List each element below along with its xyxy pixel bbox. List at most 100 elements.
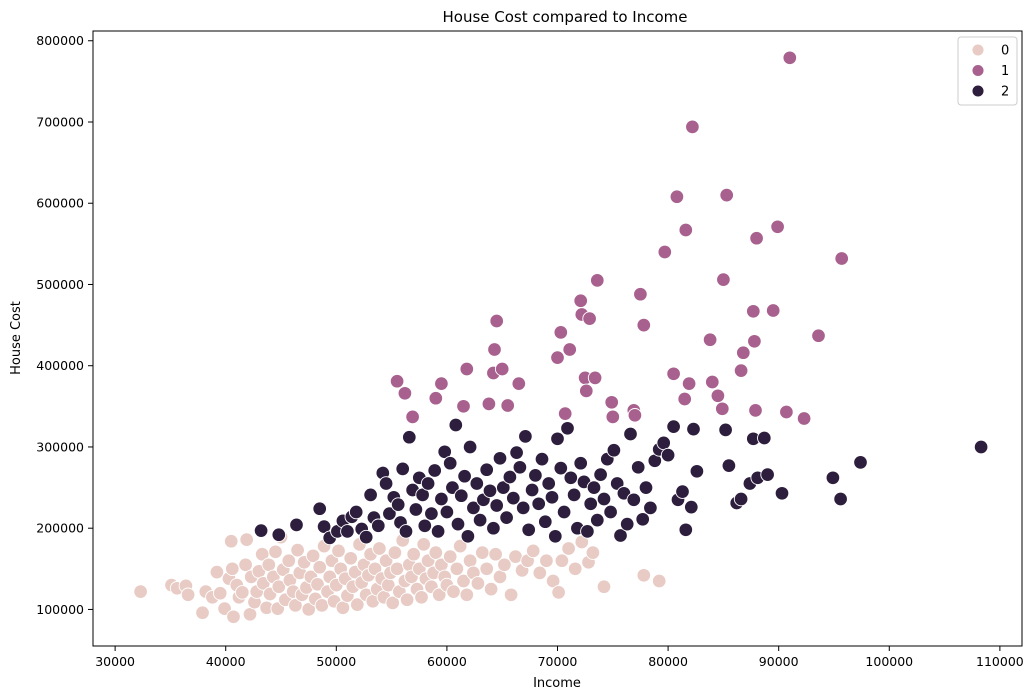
data-point-series-2 bbox=[757, 430, 772, 446]
data-point-series-2 bbox=[462, 439, 478, 455]
data-point-series-2 bbox=[417, 518, 433, 534]
data-point-series-2 bbox=[454, 488, 469, 503]
data-point-series-2 bbox=[593, 467, 608, 482]
data-point-series-2 bbox=[833, 491, 848, 507]
data-point-series-1 bbox=[487, 342, 502, 357]
data-point-series-2 bbox=[580, 524, 595, 539]
data-point-series-2 bbox=[544, 490, 560, 505]
data-point-series-1 bbox=[736, 345, 751, 360]
data-point-series-0 bbox=[503, 587, 519, 603]
data-point-series-1 bbox=[678, 222, 694, 238]
data-point-series-2 bbox=[583, 496, 598, 512]
data-point-series-1 bbox=[481, 396, 497, 412]
data-point-series-0 bbox=[290, 542, 305, 558]
data-point-series-2 bbox=[430, 524, 446, 539]
data-point-series-0 bbox=[133, 584, 148, 599]
data-point-series-0 bbox=[596, 579, 612, 594]
data-point-series-2 bbox=[678, 522, 694, 538]
data-point-series-2 bbox=[689, 464, 705, 479]
data-point-series-0 bbox=[442, 549, 458, 564]
data-point-series-1 bbox=[553, 325, 569, 340]
data-point-series-0 bbox=[312, 559, 327, 575]
data-point-series-2 bbox=[518, 429, 533, 444]
legend-label-0: 0 bbox=[1001, 44, 1009, 59]
data-point-series-1 bbox=[428, 390, 444, 406]
data-point-series-2 bbox=[450, 516, 466, 532]
data-point-series-2 bbox=[448, 417, 464, 433]
data-point-series-1 bbox=[834, 251, 849, 266]
data-point-series-0 bbox=[212, 585, 228, 601]
data-point-series-2 bbox=[528, 468, 543, 483]
data-point-series-0 bbox=[459, 587, 475, 603]
data-point-series-0 bbox=[209, 564, 225, 580]
data-point-series-2 bbox=[395, 461, 410, 477]
data-point-series-2 bbox=[556, 504, 572, 520]
data-point-series-0 bbox=[585, 545, 601, 560]
data-point-series-2 bbox=[348, 504, 364, 520]
data-point-series-2 bbox=[492, 451, 508, 466]
data-point-series-2 bbox=[853, 455, 868, 470]
data-point-series-1 bbox=[405, 409, 420, 425]
data-point-series-0 bbox=[539, 553, 554, 568]
data-point-series-1 bbox=[562, 342, 577, 357]
data-point-series-0 bbox=[350, 597, 365, 612]
data-point-series-0 bbox=[551, 585, 566, 600]
data-point-series-2 bbox=[613, 528, 628, 543]
y-tick-label: 600000 bbox=[36, 196, 84, 211]
x-axis-title: Income bbox=[533, 676, 581, 691]
data-point-series-0 bbox=[492, 569, 508, 585]
data-point-series-0 bbox=[567, 561, 583, 577]
data-point-series-1 bbox=[500, 398, 515, 413]
y-tick-label: 500000 bbox=[36, 277, 84, 292]
data-point-series-2 bbox=[271, 527, 287, 542]
data-point-series-1 bbox=[459, 361, 475, 377]
data-point-series-0 bbox=[314, 598, 330, 613]
data-point-series-0 bbox=[532, 565, 548, 581]
data-point-series-1 bbox=[747, 334, 762, 349]
data-point-series-2 bbox=[434, 491, 449, 507]
data-point-series-1 bbox=[636, 317, 652, 333]
data-point-series-0 bbox=[288, 598, 303, 613]
data-point-series-0 bbox=[238, 557, 253, 573]
data-point-series-0 bbox=[301, 602, 316, 617]
data-point-series-2 bbox=[496, 480, 511, 495]
data-point-series-2 bbox=[563, 470, 579, 486]
data-point-series-2 bbox=[509, 445, 524, 460]
y-tick-label: 100000 bbox=[36, 602, 84, 617]
data-point-series-2 bbox=[402, 429, 417, 445]
x-tick-label: 80000 bbox=[648, 654, 688, 669]
data-point-series-1 bbox=[573, 293, 588, 308]
data-point-series-0 bbox=[372, 541, 387, 556]
data-point-series-0 bbox=[271, 579, 287, 594]
data-point-series-2 bbox=[515, 500, 531, 516]
data-point-series-0 bbox=[195, 605, 210, 620]
data-point-series-2 bbox=[675, 484, 690, 499]
data-point-series-2 bbox=[427, 463, 442, 478]
data-point-series-0 bbox=[406, 546, 421, 562]
data-point-series-2 bbox=[482, 483, 498, 499]
data-point-series-2 bbox=[531, 496, 546, 512]
data-point-series-2 bbox=[550, 431, 565, 447]
data-point-series-0 bbox=[331, 543, 346, 559]
data-point-series-2 bbox=[439, 504, 455, 520]
data-point-series-2 bbox=[560, 421, 575, 436]
y-axis-title: House Cost bbox=[9, 301, 24, 375]
data-point-series-2 bbox=[512, 460, 528, 475]
data-point-series-2 bbox=[499, 510, 514, 525]
data-point-series-1 bbox=[494, 361, 510, 377]
data-point-series-0 bbox=[387, 545, 403, 560]
y-tick-label: 700000 bbox=[36, 114, 84, 129]
data-point-series-0 bbox=[479, 561, 494, 577]
data-point-series-0 bbox=[462, 553, 478, 568]
data-point-series-2 bbox=[825, 470, 841, 486]
data-point-series-0 bbox=[268, 544, 283, 560]
data-point-series-2 bbox=[666, 419, 681, 434]
data-point-series-0 bbox=[428, 545, 444, 560]
data-point-series-2 bbox=[603, 504, 618, 520]
data-point-series-2 bbox=[660, 447, 676, 463]
data-point-series-0 bbox=[335, 600, 351, 616]
y-tick-label: 200000 bbox=[36, 521, 84, 536]
data-point-series-0 bbox=[508, 549, 523, 564]
x-axis: 30000 40000 50000 60000 70000 80000 90000 10000… bbox=[95, 646, 1024, 669]
